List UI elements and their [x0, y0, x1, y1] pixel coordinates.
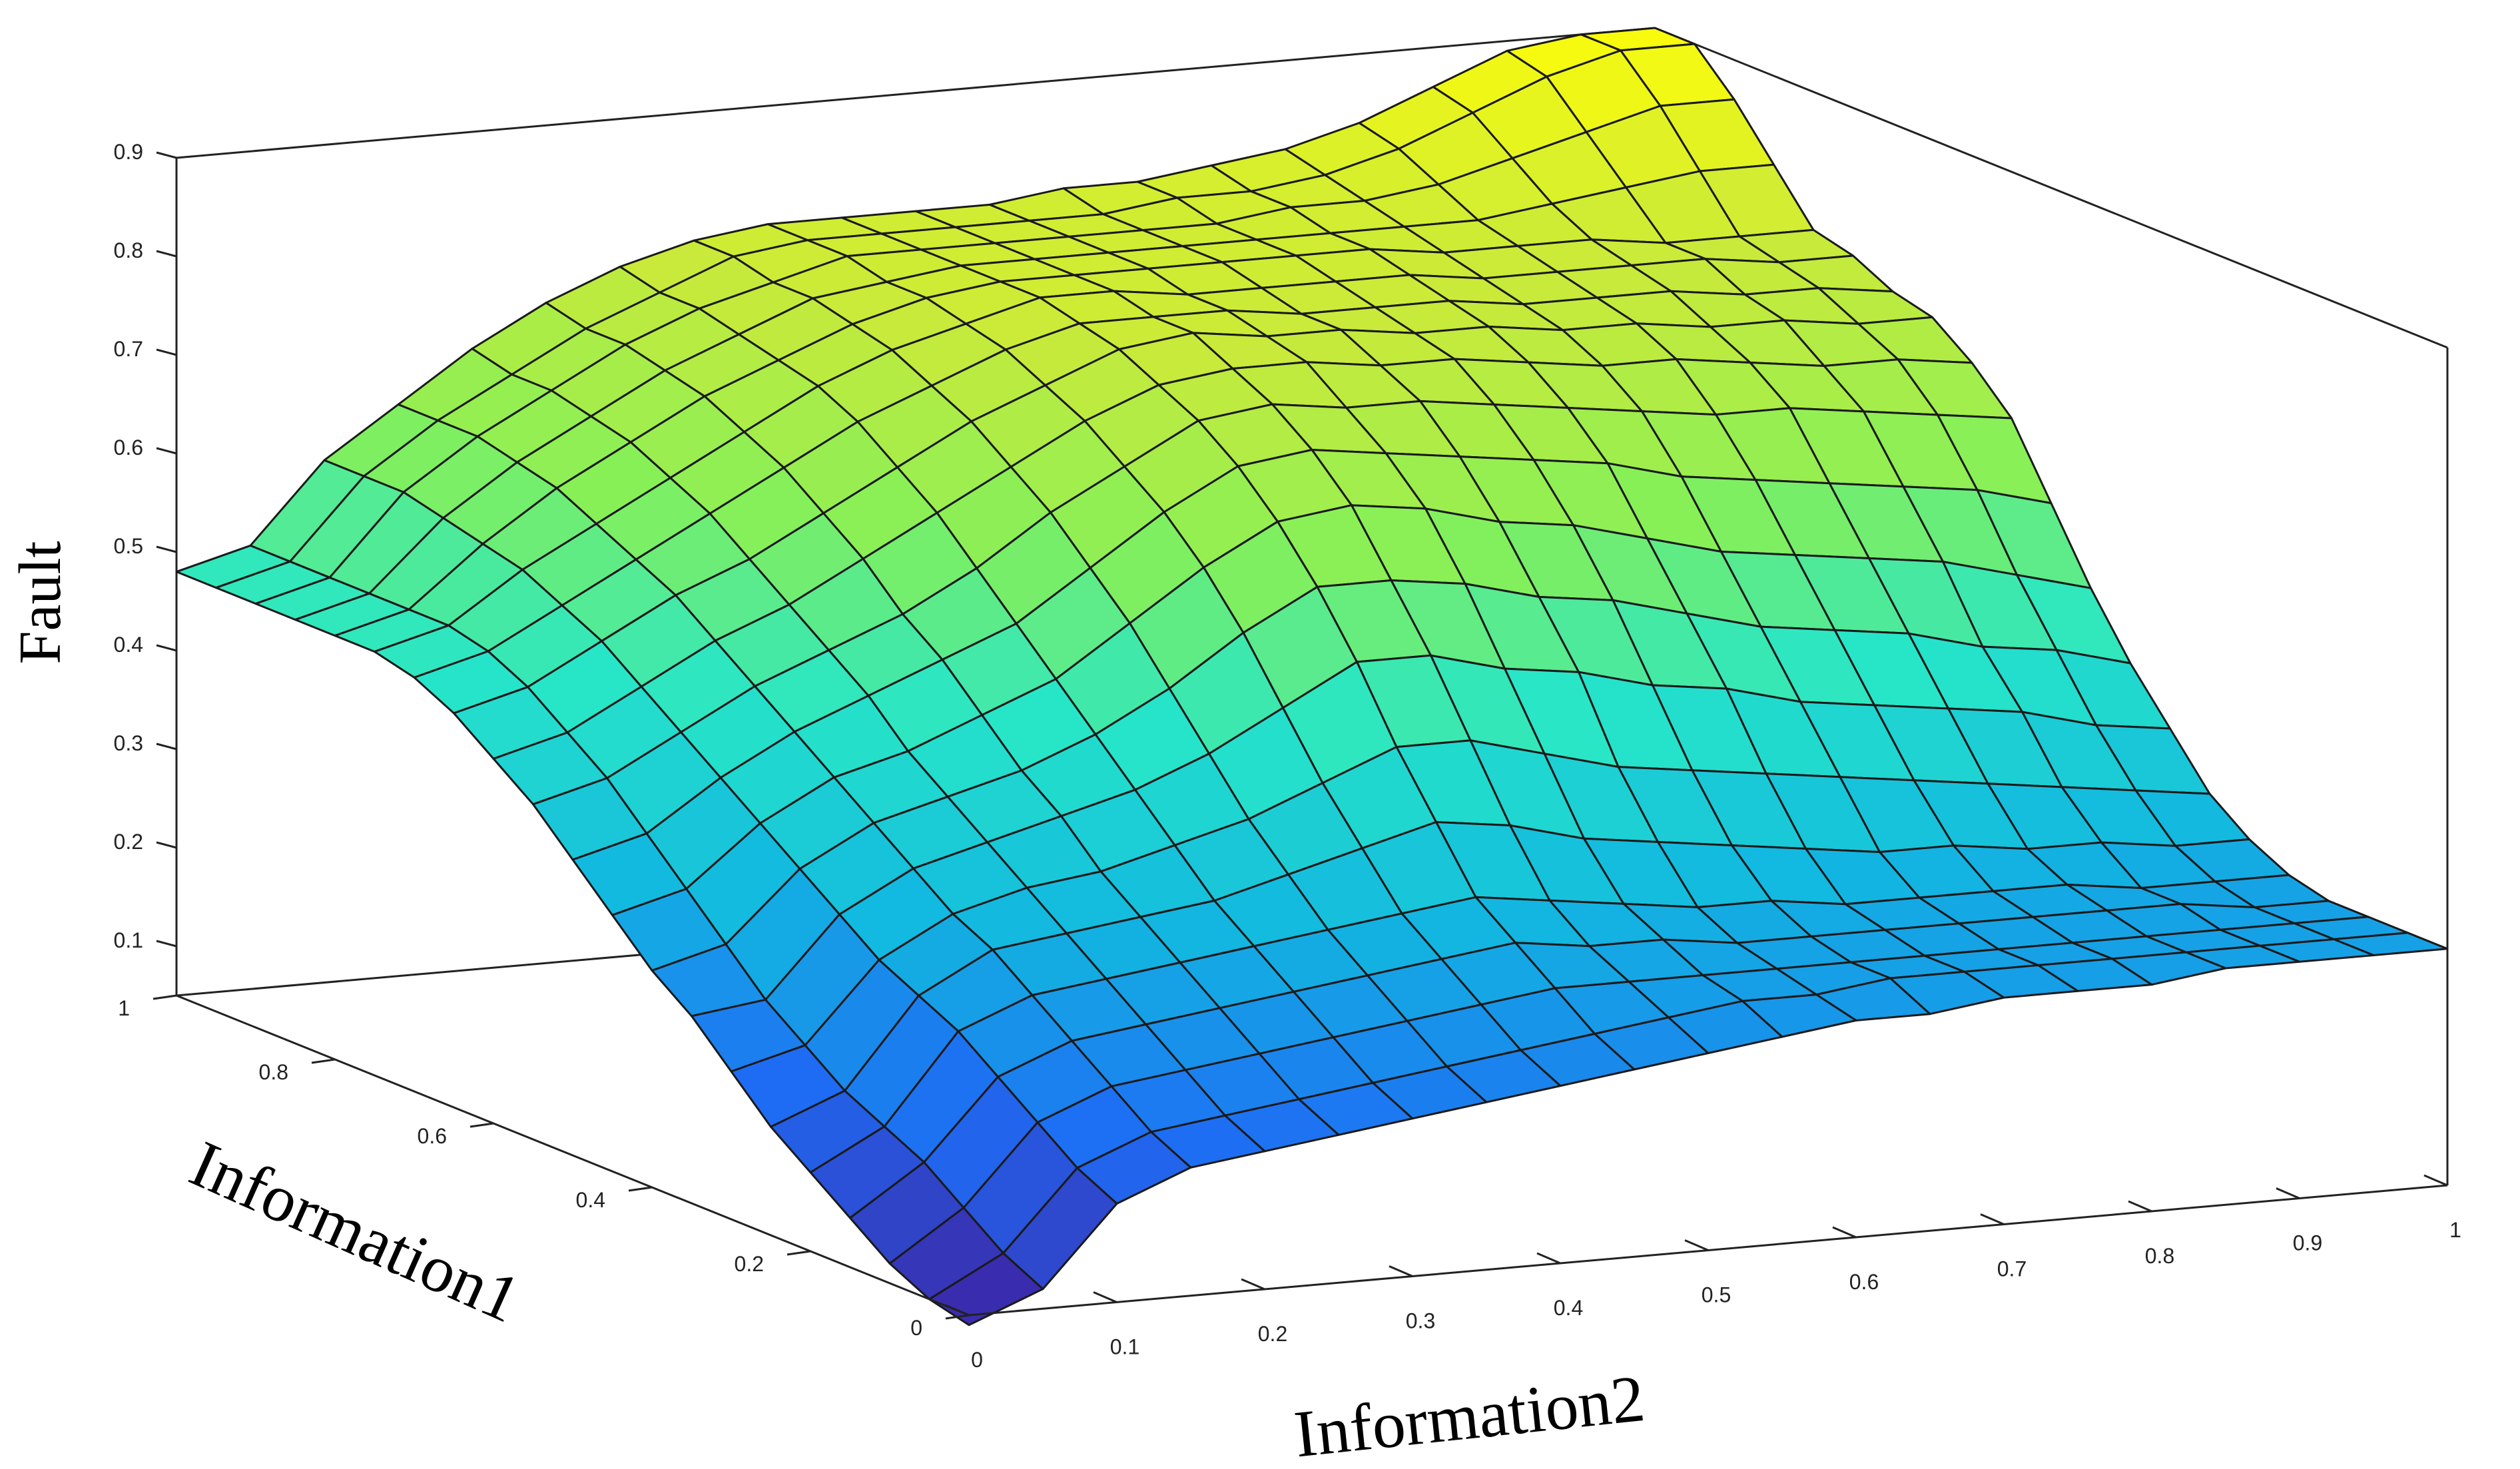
x-tick-mark — [2423, 1174, 2448, 1187]
y-tick-mark — [153, 994, 177, 1000]
y-axis-line — [176, 994, 970, 1317]
z-tick-mark — [156, 545, 177, 553]
z-tick-mark — [156, 940, 177, 948]
y-tick-mark — [311, 1058, 336, 1064]
x-tick-mark — [945, 1304, 970, 1317]
x-tick-mark — [1093, 1291, 1117, 1303]
x-tick-mark — [1536, 1252, 1561, 1265]
x-tick-mark — [1241, 1278, 1265, 1291]
z-tick-label: 0.7 — [114, 337, 143, 361]
y-tick-label: 1 — [118, 996, 130, 1020]
y-tick-label: 0.2 — [735, 1252, 764, 1276]
y-tick-mark — [945, 1314, 970, 1320]
x-tick-mark — [1684, 1239, 1709, 1251]
z-tick-label: 0.3 — [114, 731, 143, 755]
z-tick-label: 0.4 — [114, 633, 143, 657]
x-tick-mark — [1980, 1213, 2005, 1225]
z-tick-label: 0.2 — [114, 830, 143, 854]
z-tick-label: 0.8 — [114, 238, 143, 262]
x-tick-mark — [2128, 1200, 2152, 1213]
z-tick-mark — [156, 250, 177, 258]
z-tick-mark — [156, 742, 177, 750]
y-tick-mark — [628, 1186, 653, 1192]
x-tick-label: 0.8 — [2145, 1244, 2174, 1268]
x-tick-label: 0.9 — [2293, 1231, 2322, 1255]
y-tick-label: 0.6 — [418, 1124, 447, 1148]
x-tick-label: 0.5 — [1702, 1283, 1731, 1307]
x-tick-label: 0.4 — [1554, 1296, 1583, 1320]
x-tick-mark — [1832, 1226, 1857, 1239]
x-tick-label: 0 — [971, 1348, 983, 1372]
z-tick-mark — [156, 841, 177, 849]
back-top-edge — [176, 27, 1656, 159]
y-tick-mark — [787, 1250, 811, 1256]
x-axis-label: Information2 — [1291, 1361, 1648, 1469]
surface-facet — [928, 1252, 1044, 1326]
z-tick-mark — [156, 447, 177, 455]
x-tick-label: 0.2 — [1258, 1322, 1287, 1346]
y-tick-label: 0.8 — [259, 1060, 288, 1084]
x-tick-label: 0.1 — [1110, 1335, 1139, 1359]
z-tick-label: 0.6 — [114, 436, 143, 459]
z-tick-label: 0.9 — [114, 140, 143, 164]
z-tick-label: 0.1 — [114, 928, 143, 952]
axis-ticks: 0.1 0.2 0.3 0.4 0.5 0.6 0.7 0.8 0.9 0 0.1 0.2 0.3 0.4… — [114, 140, 2461, 1372]
x-tick-label: 1 — [2449, 1218, 2461, 1242]
right-top-edge — [1654, 27, 2448, 349]
x-tick-label: 0.3 — [1406, 1309, 1435, 1333]
z-tick-label: 0.5 — [114, 534, 143, 558]
surface-mesh — [175, 27, 2449, 1326]
y-tick-label: 0 — [910, 1316, 922, 1340]
y-tick-label: 0.4 — [576, 1188, 605, 1212]
z-tick-mark — [156, 151, 177, 159]
x-tick-mark — [2276, 1187, 2300, 1199]
x-tick-mark — [1389, 1265, 1413, 1277]
z-tick-mark — [156, 348, 177, 356]
x-tick-label: 0.7 — [1997, 1257, 2027, 1281]
z-axis-label: Fault — [7, 541, 73, 664]
y-axis-label: Information1 — [180, 1126, 531, 1336]
x-tick-label: 0.6 — [1849, 1270, 1879, 1294]
z-tick-mark — [156, 644, 177, 652]
y-tick-mark — [470, 1122, 494, 1128]
